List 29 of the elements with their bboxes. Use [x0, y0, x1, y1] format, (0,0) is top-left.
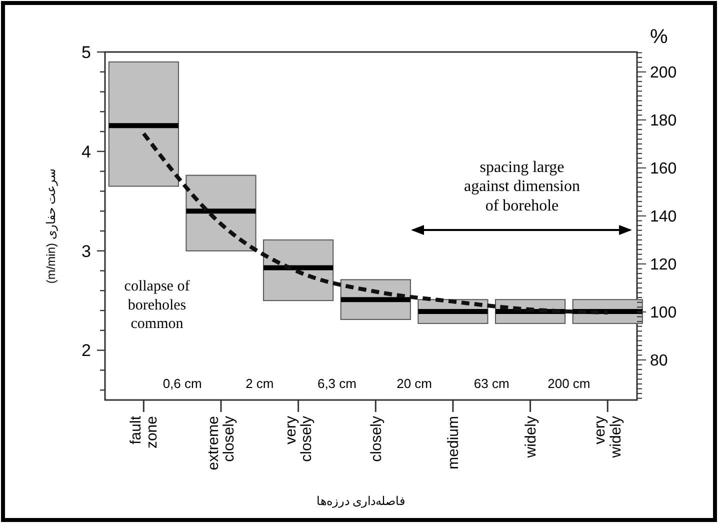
y2-tick-label: 100 [650, 304, 677, 322]
annotation: 63 cm [474, 376, 510, 391]
y2-axis-title: % [650, 26, 668, 48]
annotation: collapse of boreholes common [124, 278, 190, 332]
x-axis-title: فاصله‌داری درزه‌ها [316, 494, 406, 508]
y-axis-title: سرعت حفاری (m/min) [44, 168, 58, 284]
y-tick-label: 2 [82, 341, 91, 360]
x-tick-label: fault zone [128, 415, 160, 449]
annotation: 2 cm [246, 376, 274, 391]
x-tick-label: very widely [592, 416, 624, 459]
y2-tick-label: 140 [650, 208, 677, 226]
annotation: 200 cm [548, 376, 590, 391]
y-tick-label: 5 [82, 42, 91, 62]
x-tick-label: medium [445, 416, 462, 470]
x-tick-label: very closely [282, 416, 316, 462]
y2-tick-label: 120 [650, 256, 677, 274]
x-tick-label: closely [368, 416, 385, 462]
annotation: spacing large against dimension of borehole [464, 159, 580, 214]
y-tick-label: 4 [82, 142, 91, 162]
annotation: 20 cm [396, 376, 432, 391]
x-tick-label: extreme closely [204, 416, 238, 470]
y-tick-label: 3 [82, 242, 91, 261]
y2-tick-label: 80 [650, 352, 668, 370]
x-tick-label: widely [522, 416, 540, 459]
annotation: 6,3 cm [317, 376, 356, 391]
y2-tick-label: 200 [650, 64, 677, 82]
annotation: 0,6 cm [162, 376, 202, 391]
y2-tick-label: 180 [650, 112, 677, 130]
y2-tick-label: 160 [650, 160, 677, 178]
